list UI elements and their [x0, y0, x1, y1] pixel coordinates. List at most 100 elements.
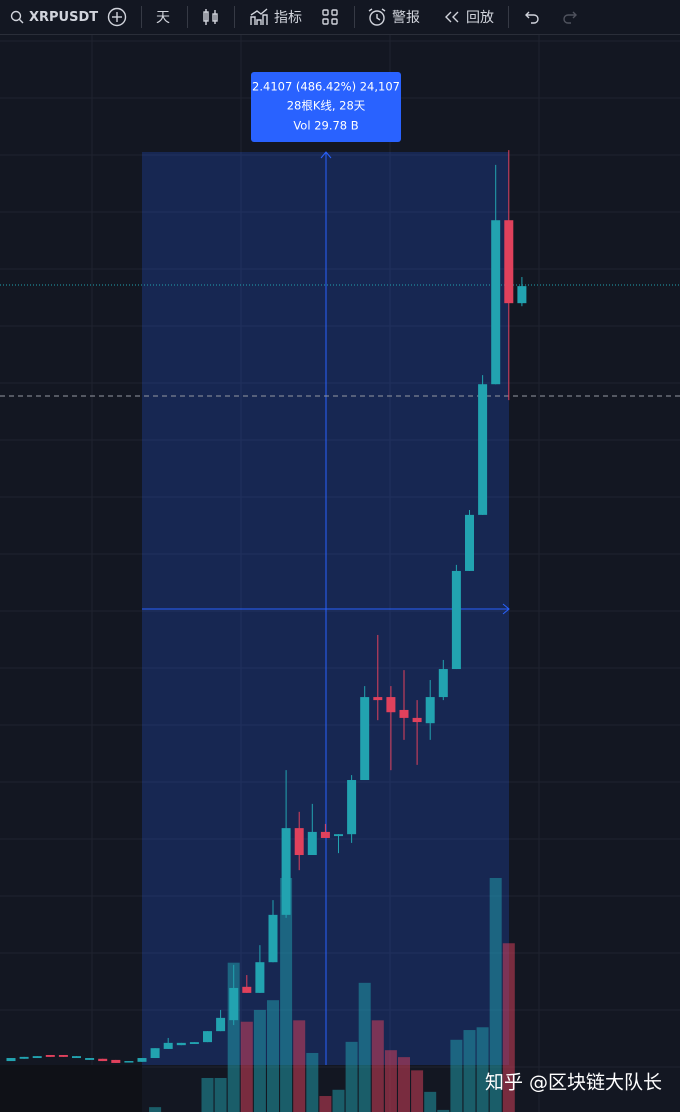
measure-bars: 28根K线, 28天 [287, 99, 366, 113]
search-icon [10, 10, 24, 24]
candle-body [373, 697, 383, 701]
measure-arrow [320, 151, 332, 159]
plot [6, 150, 527, 1112]
candle-body [216, 1017, 226, 1032]
indicators-label: 指标 [274, 10, 302, 26]
volume-bar [411, 1070, 424, 1112]
volume-bar [424, 1091, 437, 1112]
candle-body [294, 828, 304, 856]
symbol: XRPUSDT [29, 9, 99, 25]
toolbar: XRPUSDT 天 指标 警报 回放 [0, 0, 680, 35]
candle-body [320, 831, 330, 838]
candle-body [85, 1058, 95, 1060]
undo[interactable] [524, 0, 540, 34]
volume-bar [319, 1096, 332, 1112]
candle-body [465, 514, 474, 571]
candle-body [19, 1056, 29, 1059]
interval[interactable]: 天 [156, 0, 170, 34]
volume-bar [240, 1021, 253, 1112]
plus-icon [107, 7, 127, 27]
candle-body [347, 780, 357, 835]
volume-bar [437, 1109, 450, 1112]
volume-bar [371, 1020, 384, 1112]
separator [508, 6, 509, 28]
alerts[interactable]: 警报 [367, 0, 420, 34]
measure-volume: Vol 29.78 B [293, 119, 358, 133]
layout-icon [322, 9, 338, 25]
candle-body [491, 220, 501, 385]
redo[interactable] [562, 0, 578, 34]
measure-arrow [502, 603, 510, 615]
volume-pane [0, 1065, 142, 1112]
candle-body [98, 1058, 108, 1062]
symbol-search[interactable]: XRPUSDT [10, 0, 98, 34]
interval-label: 天 [156, 10, 170, 26]
candle-body [163, 1042, 173, 1049]
candle-body [32, 1056, 42, 1059]
replay[interactable]: 回放 [443, 0, 494, 34]
candle-body [111, 1059, 121, 1063]
candle-body [425, 697, 435, 724]
candle-body [386, 697, 396, 713]
candle-body [137, 1058, 147, 1062]
volume-bar [306, 1052, 319, 1112]
volume-bar [489, 877, 502, 1112]
add-symbol[interactable] [107, 0, 127, 34]
watermark: 知乎 @区块链大队长 [485, 1072, 662, 1094]
chart-style[interactable] [202, 0, 220, 34]
candle-body [360, 697, 370, 781]
volume-bar [502, 943, 515, 1112]
separator [354, 6, 355, 28]
candle-body [72, 1056, 81, 1059]
volume-bar [280, 877, 293, 1112]
candle-body [189, 1042, 199, 1045]
candle-body [268, 914, 278, 963]
indicator-icon [250, 8, 268, 25]
candle-body [150, 1048, 160, 1059]
volume-bar [398, 1057, 410, 1112]
candle-body [478, 384, 488, 515]
separator [187, 6, 188, 28]
candle-body [412, 717, 422, 723]
volume-bar [476, 1027, 489, 1112]
measure-change: 2.4107 (486.42%) 24,107 [252, 80, 400, 94]
candle-body [45, 1054, 55, 1057]
separator [234, 6, 235, 28]
candle-body [451, 570, 461, 670]
volume-bar [450, 1039, 463, 1112]
volume-bar [214, 1077, 227, 1112]
candle-body [438, 669, 448, 698]
alerts-label: 警报 [392, 10, 420, 26]
measure-tooltip [251, 72, 401, 142]
candle-body [203, 1031, 212, 1043]
undo-icon [525, 11, 539, 24]
candle-body [229, 987, 239, 1021]
candle-body [124, 1061, 134, 1063]
replay-label: 回放 [466, 10, 494, 26]
alarm-icon [368, 8, 386, 26]
layout[interactable] [321, 0, 339, 34]
volume-bar [253, 1009, 266, 1112]
volume-bar [463, 1030, 476, 1112]
candle-body [242, 986, 252, 993]
volume-bar [149, 1107, 162, 1112]
candle-body [307, 831, 317, 856]
candle-body [517, 286, 527, 304]
volume-bar [201, 1077, 214, 1112]
indicators[interactable]: 指标 [249, 0, 302, 34]
candle-body [399, 709, 409, 718]
volume-bar [384, 1050, 397, 1112]
volume-bar [358, 982, 371, 1112]
candle-body [255, 962, 265, 993]
candle-body [334, 834, 343, 837]
candle-icon [203, 9, 218, 25]
candle-body [281, 828, 291, 915]
candle-body [176, 1042, 186, 1046]
volume-bar [345, 1041, 358, 1112]
rewind-icon [445, 11, 459, 23]
volume-bar [267, 1000, 279, 1112]
candle-body [58, 1054, 68, 1057]
redo-icon [563, 11, 577, 24]
